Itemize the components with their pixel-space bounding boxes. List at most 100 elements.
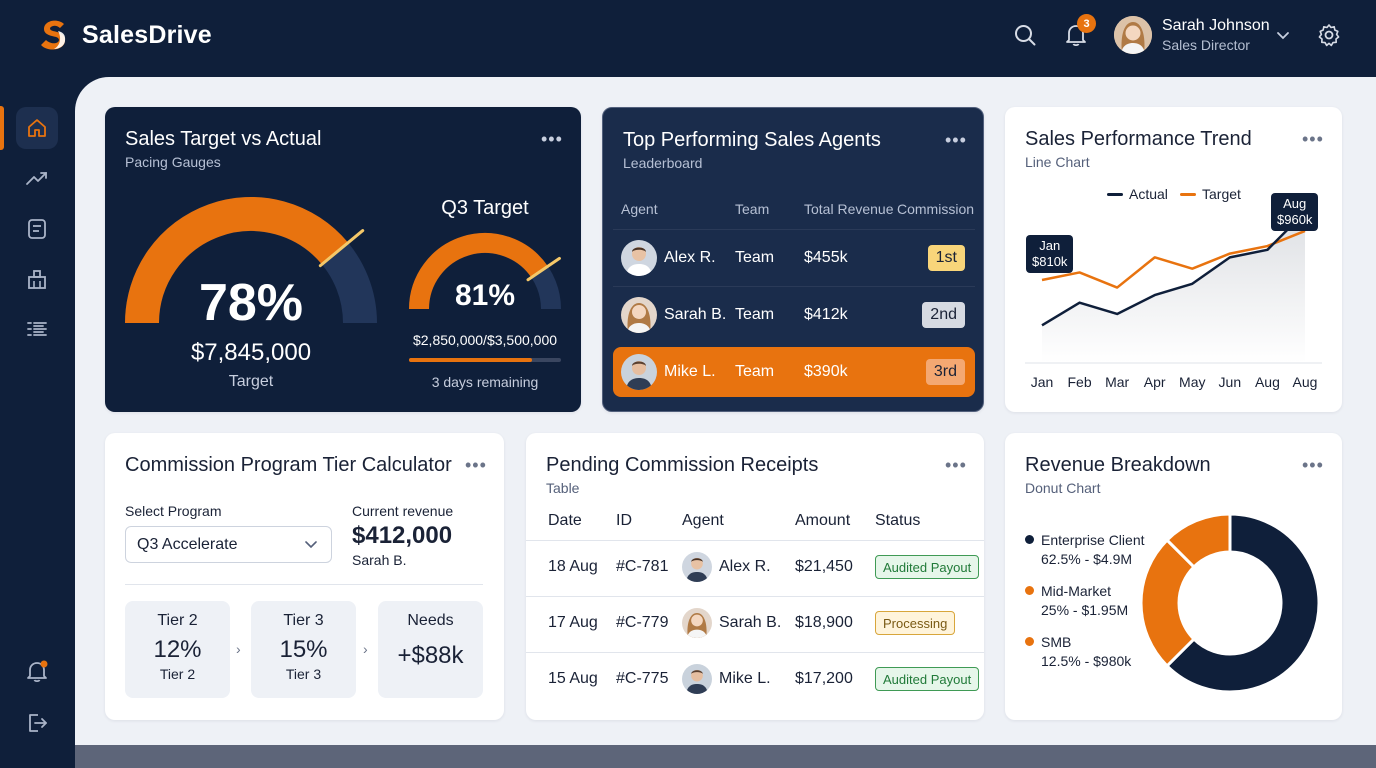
revenue-breakdown-card: Revenue Breakdown Donut Chart ••• Enterp… bbox=[1005, 433, 1342, 720]
cell-date: 15 Aug bbox=[548, 670, 598, 687]
legend-label: Target bbox=[1202, 186, 1241, 202]
cell-agent: Alex R. bbox=[719, 558, 771, 575]
cell-date: 17 Aug bbox=[548, 614, 598, 631]
sidebar-item-trends[interactable] bbox=[16, 157, 58, 199]
column-header-revenue[interactable]: Total Revenue bbox=[804, 201, 894, 217]
tooltip-start: Jan $810k bbox=[1026, 235, 1074, 273]
top-bar: SalesDrive 3 Sarah Johnson Sales Directo… bbox=[0, 0, 1376, 76]
tier-percent: 12% bbox=[153, 636, 202, 663]
table-row[interactable]: 18 Aug #C-781 Alex R. $21,450 Audited Pa… bbox=[526, 540, 984, 596]
agent-revenue: $390k bbox=[804, 363, 848, 380]
more-options-icon[interactable]: ••• bbox=[1302, 455, 1324, 475]
rank-badge: 3rd bbox=[925, 359, 965, 385]
agent-name: Alex R. bbox=[664, 249, 716, 266]
card-subtitle: Table bbox=[546, 480, 580, 496]
more-options-icon[interactable]: ••• bbox=[945, 130, 967, 150]
chevron-down-icon[interactable] bbox=[1276, 28, 1290, 46]
agent-revenue: $455k bbox=[804, 249, 848, 266]
card-title: Commission Program Tier Calculator bbox=[125, 454, 452, 476]
bottom-strip bbox=[75, 745, 1376, 768]
column-header-id[interactable]: ID bbox=[616, 512, 632, 529]
select-program-label: Select Program bbox=[125, 503, 222, 519]
x-tick-label: Jan bbox=[1030, 374, 1054, 390]
more-options-icon[interactable]: ••• bbox=[465, 455, 487, 475]
legend-label: Mid-Market bbox=[1041, 583, 1112, 599]
current-revenue-value: $412,000 bbox=[352, 522, 453, 549]
column-header-amount[interactable]: Amount bbox=[795, 512, 851, 529]
legend-item-enterprise[interactable]: Enterprise Client 62.5% - $4.9M bbox=[1025, 532, 1145, 567]
x-tick-label: May bbox=[1179, 374, 1206, 390]
main-gauge-fill bbox=[125, 197, 349, 324]
sidebar-item-reports[interactable] bbox=[16, 208, 58, 250]
cell-date: 18 Aug bbox=[548, 558, 598, 575]
x-tick-label: Aug bbox=[1254, 374, 1280, 390]
user-name: Sarah Johnson bbox=[1162, 17, 1270, 34]
tier-name: Tier 2 bbox=[157, 612, 198, 629]
legend-dot bbox=[1025, 637, 1034, 646]
divider bbox=[526, 596, 984, 597]
legend-target[interactable]: Target bbox=[1180, 186, 1241, 202]
more-options-icon[interactable]: ••• bbox=[1302, 129, 1324, 149]
table-row[interactable]: Mike L. Team $390k 3rd bbox=[613, 347, 975, 397]
cell-agent: Sarah B. bbox=[719, 614, 782, 631]
legend-swatch bbox=[1107, 192, 1123, 196]
donut-slice-smb[interactable] bbox=[1164, 512, 1232, 570]
table-row[interactable]: Sarah B. Team $412k 2nd bbox=[613, 290, 975, 340]
more-options-icon[interactable]: ••• bbox=[541, 129, 563, 149]
column-header-status[interactable]: Status bbox=[875, 512, 921, 529]
sidebar-item-logout[interactable] bbox=[16, 702, 58, 744]
status-badge: Processing bbox=[875, 611, 956, 635]
avatar bbox=[621, 240, 657, 276]
donut-slice-enterprise-client[interactable] bbox=[1164, 512, 1321, 694]
table-row[interactable]: 15 Aug #C-775 Mike L. $17,200 Audited Pa… bbox=[526, 652, 984, 708]
needs-card[interactable]: Needs +$88k bbox=[378, 601, 483, 698]
card-subtitle: Donut Chart bbox=[1025, 480, 1101, 496]
table-row[interactable]: Alex R. Team $455k 1st bbox=[613, 233, 975, 283]
brand-name: SalesDrive bbox=[82, 20, 212, 49]
main-gauge-percent: 78% bbox=[198, 274, 304, 332]
tier-card-3[interactable]: Tier 3 15% Tier 3 bbox=[251, 601, 356, 698]
pending-commission-card: Pending Commission Receipts Table ••• Da… bbox=[526, 433, 984, 720]
status-badge: Audited Payout bbox=[875, 555, 980, 579]
logo-icon bbox=[41, 20, 66, 50]
tier-percent: 15% bbox=[279, 636, 328, 663]
program-select-value: Q3 Accelerate bbox=[137, 535, 238, 553]
tier-card-2[interactable]: Tier 2 12% Tier 2 bbox=[125, 601, 230, 698]
column-header-commission[interactable]: Commission bbox=[897, 201, 975, 217]
brand[interactable]: SalesDrive bbox=[38, 18, 212, 52]
cell-id: #C-781 bbox=[616, 558, 669, 575]
gear-icon[interactable] bbox=[1316, 22, 1342, 48]
more-options-icon[interactable]: ••• bbox=[945, 455, 967, 475]
avatar bbox=[621, 297, 657, 333]
bell-icon[interactable] bbox=[1063, 22, 1089, 48]
column-header-date[interactable]: Date bbox=[548, 512, 582, 529]
sidebar-item-notifications[interactable] bbox=[16, 650, 58, 692]
card-subtitle: Leaderboard bbox=[623, 155, 703, 171]
column-header-agent[interactable]: Agent bbox=[682, 512, 724, 529]
q3-title: Q3 Target bbox=[441, 197, 529, 219]
sidebar-item-team[interactable] bbox=[16, 258, 58, 300]
legend-item-smb[interactable]: SMB 12.5% - $980k bbox=[1025, 634, 1131, 669]
agent-team: Team bbox=[735, 306, 775, 323]
logout-icon bbox=[29, 714, 47, 732]
card-title: Pending Commission Receipts bbox=[546, 454, 819, 476]
search-icon[interactable] bbox=[1012, 22, 1038, 48]
agent-revenue: $412k bbox=[804, 306, 848, 323]
agent-name: Mike L. bbox=[664, 363, 716, 380]
column-header-team[interactable]: Team bbox=[735, 201, 770, 217]
program-select[interactable]: Q3 Accelerate bbox=[125, 526, 332, 563]
gauges-svg bbox=[125, 197, 561, 324]
user-menu[interactable]: Sarah Johnson Sales Director bbox=[1114, 16, 1270, 54]
trend-card: Sales Performance Trend Line Chart ••• A… bbox=[1005, 107, 1342, 412]
x-tick-label: Aug bbox=[1292, 374, 1318, 390]
table-row[interactable]: 17 Aug #C-779 Sarah B. $18,900 Processin… bbox=[526, 596, 984, 652]
card-subtitle: Pacing Gauges bbox=[125, 154, 221, 170]
legend-actual[interactable]: Actual bbox=[1107, 186, 1168, 202]
agent-team: Team bbox=[735, 363, 775, 380]
legend-item-mid-market[interactable]: Mid-Market 25% - $1.95M bbox=[1025, 583, 1128, 618]
sidebar-item-list[interactable] bbox=[16, 308, 58, 350]
sidebar-item-home[interactable] bbox=[16, 107, 58, 149]
current-revenue-person: Sarah B. bbox=[352, 552, 407, 568]
column-header-agent[interactable]: Agent bbox=[621, 201, 658, 217]
legend-swatch bbox=[1180, 192, 1196, 196]
